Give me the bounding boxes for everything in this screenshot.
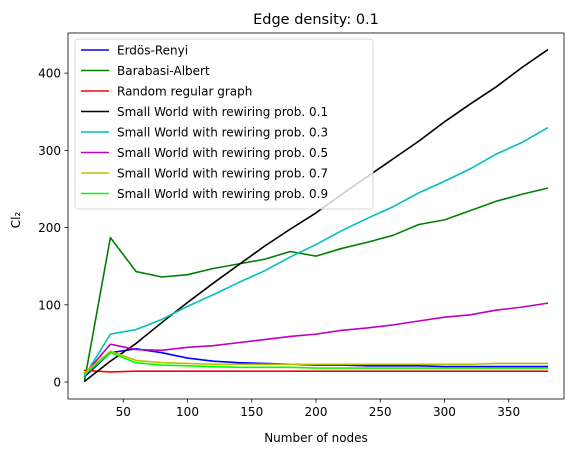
x-tick-label: 200 [305,405,328,419]
legend-entry: Erdös-Renyi [117,44,188,58]
series-line-3 [83,369,549,373]
series-line-7 [83,350,549,374]
x-tick-label: 50 [116,405,131,419]
legend-entry: Small World with rewiring prob. 0.9 [117,187,328,201]
x-tick-label: 150 [240,405,263,419]
axes-frame [67,32,565,400]
chart-title: Edge density: 0.1 [253,12,379,28]
x-tick-label: 350 [497,405,520,419]
series-line-2 [83,187,549,381]
x-tick-label: 100 [176,405,199,419]
legend: Erdös-Renyi Barabasi-Albert Random regular… [74,38,374,210]
y-tick-label: 100 [38,298,61,312]
legend-entry: Small World with rewiring prob. 0.7 [117,167,328,181]
series-layer [83,48,549,383]
legend-entry: Small World with rewiring prob. 0.3 [117,126,328,140]
y-tick-label: 400 [38,67,61,81]
legend-box [74,38,374,210]
series-line-5 [83,126,549,377]
legend-entry: Small World with rewiring prob. 0.5 [117,146,328,160]
ticks-layer: 50 100 150 200 250 300 350 0 100 200 300 400 [38,67,520,419]
y-tick-label: 200 [38,221,61,235]
x-tick-label: 250 [369,405,392,419]
series-line-8 [83,351,549,376]
y-tick-label: 300 [38,144,61,158]
x-axis-label: Number of nodes [264,431,368,445]
x-tick-label: 300 [433,405,456,419]
series-line-6 [83,302,549,376]
legend-entry: Barabasi-Albert [117,64,210,78]
series-line-4 [83,48,549,383]
y-axis-label: Cl₂ [9,212,23,229]
legend-entry: Small World with rewiring prob. 0.1 [117,105,328,119]
legend-entry: Random regular graph [117,85,252,99]
y-tick-label: 0 [53,376,61,390]
